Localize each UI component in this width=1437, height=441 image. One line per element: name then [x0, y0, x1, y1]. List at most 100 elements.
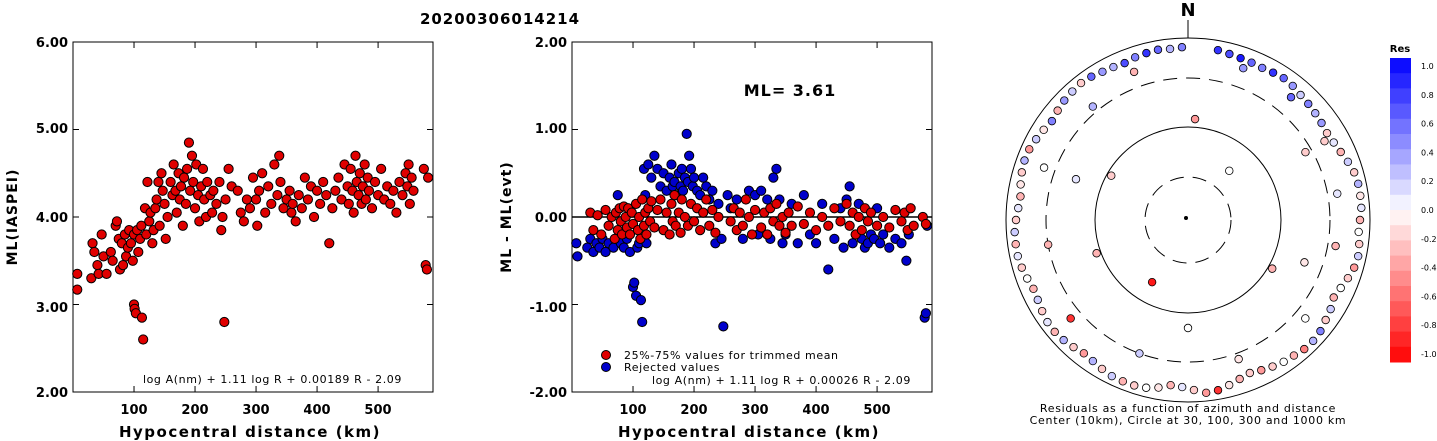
- station-point: [1129, 67, 1139, 77]
- data-point: [154, 220, 165, 231]
- data-point: [133, 246, 144, 258]
- colorbar-cell: [1390, 316, 1411, 333]
- data-point: [707, 185, 718, 196]
- station-point: [1279, 357, 1288, 367]
- data-point: [649, 150, 660, 161]
- data-point: [156, 168, 167, 179]
- data-point: [810, 225, 822, 236]
- colorbar-tick-label: -1.0: [1421, 350, 1437, 359]
- station-point: [1304, 99, 1313, 109]
- colorbar-cell: [1390, 179, 1411, 196]
- x-tick-label: 400: [802, 403, 829, 418]
- data-point: [397, 190, 408, 201]
- plot-frame: [72, 41, 434, 393]
- station-point: [1354, 227, 1363, 237]
- data-point: [901, 255, 912, 266]
- data-point: [216, 225, 227, 236]
- data-point: [275, 176, 286, 188]
- data-point: [756, 185, 767, 196]
- data-point: [707, 204, 718, 216]
- colorbar-cell: [1390, 346, 1411, 363]
- station-point: [1135, 349, 1144, 358]
- station-point: [1092, 249, 1101, 258]
- data-point: [321, 190, 332, 201]
- station-point: [1142, 48, 1151, 58]
- data-point: [571, 238, 582, 249]
- data-point: [695, 225, 706, 236]
- data-point: [810, 238, 822, 249]
- ring-100km: [1094, 126, 1282, 314]
- station-point: [1213, 386, 1223, 395]
- colorbar-cell: [1390, 73, 1411, 89]
- station-point: [1031, 135, 1041, 144]
- station-point: [1017, 168, 1027, 177]
- data-point: [600, 246, 611, 258]
- station-point: [1357, 203, 1366, 213]
- data-point: [159, 198, 170, 209]
- polar-caption-line-1: Residuals as a function of azimuth and d…: [1040, 402, 1336, 415]
- data-point: [829, 203, 840, 214]
- station-point: [1247, 58, 1256, 67]
- data-point: [150, 203, 161, 214]
- station-point: [1011, 240, 1020, 249]
- station-point: [1076, 78, 1086, 88]
- y-tick-label: 1.00: [535, 122, 567, 137]
- colorbar-tick-label: -0.6: [1421, 292, 1437, 301]
- data-point: [713, 198, 724, 209]
- station-point: [1257, 366, 1266, 375]
- data-point: [749, 204, 761, 216]
- data-point: [646, 172, 657, 183]
- data-point: [878, 229, 889, 240]
- data-point: [804, 207, 816, 218]
- station-point: [1087, 72, 1096, 81]
- data-point: [666, 159, 677, 170]
- data-point: [768, 172, 779, 183]
- data-point: [254, 185, 265, 196]
- legend-marker-rejected: [601, 362, 611, 372]
- data-point: [107, 255, 118, 266]
- station-point: [1317, 118, 1326, 128]
- x-tick-label: 300: [242, 403, 269, 418]
- data-point: [178, 172, 190, 183]
- station-point: [1245, 368, 1255, 378]
- station-point: [1033, 295, 1042, 305]
- station-point: [1025, 145, 1034, 154]
- data-point: [238, 216, 249, 227]
- data-point: [908, 220, 919, 231]
- data-point: [835, 216, 846, 227]
- station-point: [1300, 258, 1309, 267]
- data-point: [345, 163, 356, 174]
- data-point: [247, 172, 259, 183]
- station-point: [1066, 314, 1075, 323]
- data-point: [183, 137, 195, 148]
- colorbar-cell: [1390, 225, 1411, 241]
- data-point: [359, 159, 370, 170]
- data-point: [185, 185, 196, 196]
- data-point: [369, 176, 381, 188]
- ring-1000km: [1005, 37, 1371, 403]
- colorbar-cell: [1390, 194, 1411, 211]
- data-point: [676, 163, 687, 174]
- data-point: [232, 185, 243, 196]
- ring-30km: [1144, 176, 1232, 264]
- colorbar-cell: [1390, 255, 1411, 272]
- data-point: [734, 207, 745, 218]
- colorbar-labels: 1.0 0.8 0.6 0.4 0.2 0.0 -0.2 -0.4 -0.6 -0.8 -1.0: [1421, 62, 1437, 359]
- station-point: [1016, 180, 1025, 189]
- data-point: [612, 190, 623, 201]
- station-point: [1268, 264, 1277, 273]
- colorbar-cell: [1390, 210, 1411, 226]
- formula-text: log A(nm) + 1.11 log R + 0.00026 R - 2.0…: [652, 374, 911, 387]
- data-point: [189, 203, 201, 214]
- station-point: [1071, 175, 1081, 184]
- data-point: [214, 176, 225, 188]
- data-point: [101, 268, 112, 279]
- station-point: [1268, 68, 1278, 77]
- data-point: [762, 229, 773, 240]
- station-point: [1047, 116, 1057, 126]
- data-point: [136, 312, 148, 323]
- station-point: [1014, 203, 1023, 213]
- station-point: [1023, 274, 1032, 283]
- data-point: [798, 218, 809, 230]
- data-point: [786, 220, 797, 231]
